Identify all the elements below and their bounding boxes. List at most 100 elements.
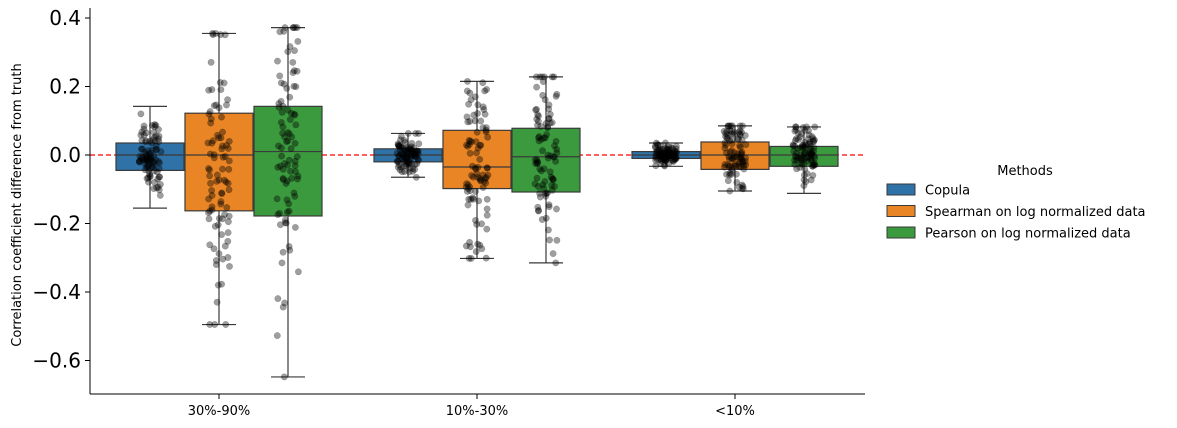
strip-point <box>221 242 229 250</box>
strip-point <box>280 27 288 35</box>
strip-point <box>668 151 676 159</box>
strip-point <box>213 298 221 306</box>
strip-point <box>477 177 485 185</box>
strip-point <box>278 259 286 267</box>
strip-point <box>467 96 475 104</box>
strip-point <box>144 162 152 170</box>
strip-point <box>144 147 152 155</box>
strip-point <box>735 162 743 170</box>
strip-point <box>810 144 818 152</box>
strip-point <box>728 166 736 174</box>
strip-point <box>145 162 152 170</box>
strip-point <box>224 96 232 104</box>
strip-point <box>397 142 405 150</box>
strip-point <box>209 31 217 39</box>
strip-point <box>466 117 474 125</box>
strip-point <box>285 243 293 250</box>
strip-point <box>274 142 282 150</box>
strip-point <box>808 133 816 141</box>
strip-point <box>462 183 470 191</box>
strip-point <box>672 154 680 162</box>
strip-point <box>205 165 213 172</box>
strip-point <box>464 201 472 209</box>
strip-point <box>733 178 741 186</box>
strip-point <box>289 58 297 66</box>
strip-point <box>734 150 742 158</box>
strip-point <box>293 153 301 161</box>
strip-point <box>534 183 542 190</box>
strip-point <box>286 116 294 123</box>
strip-point <box>138 153 146 161</box>
strip-point <box>285 207 293 215</box>
strip-point <box>805 131 813 139</box>
strip-point <box>536 73 544 81</box>
strip-point <box>738 151 746 159</box>
y-tick-label: −0.2 <box>32 212 81 236</box>
strip-point <box>143 175 151 182</box>
strip-point <box>726 187 734 195</box>
strip-point <box>476 175 484 183</box>
strip-point <box>739 158 747 166</box>
strip-point <box>739 160 747 168</box>
strip-point <box>274 57 281 65</box>
strip-point <box>220 79 228 87</box>
strip-point <box>284 106 292 114</box>
strip-point <box>810 152 818 160</box>
strip-point <box>477 117 485 125</box>
strip-point <box>664 153 672 161</box>
strip-point <box>205 215 213 223</box>
strip-point <box>800 143 808 151</box>
strip-point <box>136 157 143 165</box>
strip-point <box>210 151 218 159</box>
strip-point <box>402 154 409 162</box>
strip-point <box>533 115 541 123</box>
strip-point <box>398 168 406 176</box>
strip-point <box>467 138 475 146</box>
strip-point <box>742 141 750 149</box>
strip-point <box>205 86 213 94</box>
strip-point <box>798 143 806 151</box>
strip-point <box>548 119 556 127</box>
strip-point <box>141 156 149 164</box>
strip-point <box>213 171 221 179</box>
strip-point <box>274 211 282 219</box>
strip-point <box>662 157 670 165</box>
strip-point <box>728 140 736 148</box>
strip-point <box>408 146 416 154</box>
strip-point <box>285 200 293 208</box>
strip-point <box>413 148 421 156</box>
strip-point <box>791 142 799 150</box>
strip-point <box>804 157 812 165</box>
iqr-box <box>442 129 512 190</box>
strip-point <box>399 155 407 163</box>
strip-point <box>474 144 482 152</box>
strip-point <box>480 106 488 113</box>
strip-point <box>142 155 150 163</box>
strip-point <box>659 152 667 160</box>
strip-point <box>742 161 750 169</box>
strip-point <box>666 145 674 153</box>
strip-point <box>138 128 146 136</box>
strip-point <box>146 149 154 157</box>
strip-point <box>206 172 214 180</box>
strip-point <box>736 122 744 130</box>
strip-point <box>409 149 417 156</box>
strip-point <box>403 144 411 152</box>
strip-point <box>539 147 546 155</box>
strip-point <box>472 216 479 224</box>
strip-point <box>791 137 799 145</box>
strip-point <box>726 169 734 177</box>
strip-point <box>738 148 746 156</box>
box-1-0 <box>184 32 254 326</box>
strip-point <box>149 163 157 171</box>
strip-point <box>218 145 226 153</box>
strip-point <box>290 110 298 118</box>
strip-point <box>289 24 297 32</box>
strip-point <box>547 152 555 160</box>
strip-point <box>215 250 223 258</box>
strip-point <box>811 161 819 169</box>
strip-point <box>145 167 153 175</box>
strip-point <box>395 142 403 150</box>
strip-point <box>476 241 484 249</box>
strip-point <box>483 211 491 219</box>
